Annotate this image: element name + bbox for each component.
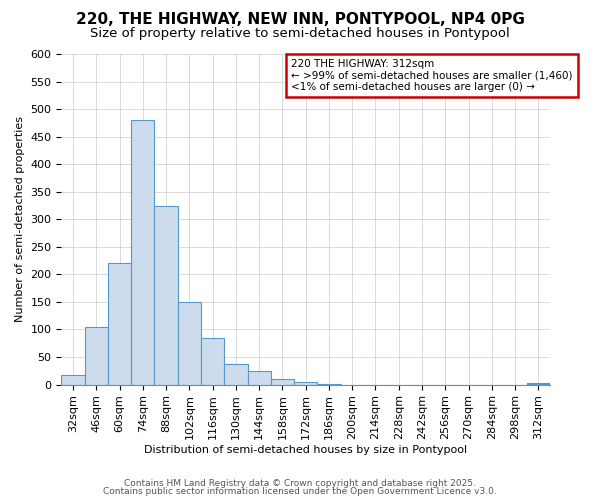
Bar: [108, 264, 131, 384]
Y-axis label: Number of semi-detached properties: Number of semi-detached properties: [15, 116, 25, 322]
Bar: [61, 374, 85, 384]
Bar: [271, 379, 294, 384]
Text: Size of property relative to semi-detached houses in Pontypool: Size of property relative to semi-detach…: [90, 28, 510, 40]
Text: Contains public sector information licensed under the Open Government Licence v3: Contains public sector information licen…: [103, 487, 497, 496]
Bar: [224, 364, 248, 384]
X-axis label: Distribution of semi-detached houses by size in Pontypool: Distribution of semi-detached houses by …: [144, 445, 467, 455]
Text: 220, THE HIGHWAY, NEW INN, PONTYPOOL, NP4 0PG: 220, THE HIGHWAY, NEW INN, PONTYPOOL, NP…: [76, 12, 524, 28]
Bar: [527, 383, 550, 384]
Bar: [294, 382, 317, 384]
Bar: [248, 371, 271, 384]
Bar: [178, 302, 201, 384]
Text: Contains HM Land Registry data © Crown copyright and database right 2025.: Contains HM Land Registry data © Crown c…: [124, 478, 476, 488]
Bar: [201, 338, 224, 384]
Bar: [131, 120, 154, 384]
Text: 220 THE HIGHWAY: 312sqm
← >99% of semi-detached houses are smaller (1,460)
<1% o: 220 THE HIGHWAY: 312sqm ← >99% of semi-d…: [291, 59, 572, 92]
Bar: [154, 206, 178, 384]
Bar: [85, 326, 108, 384]
